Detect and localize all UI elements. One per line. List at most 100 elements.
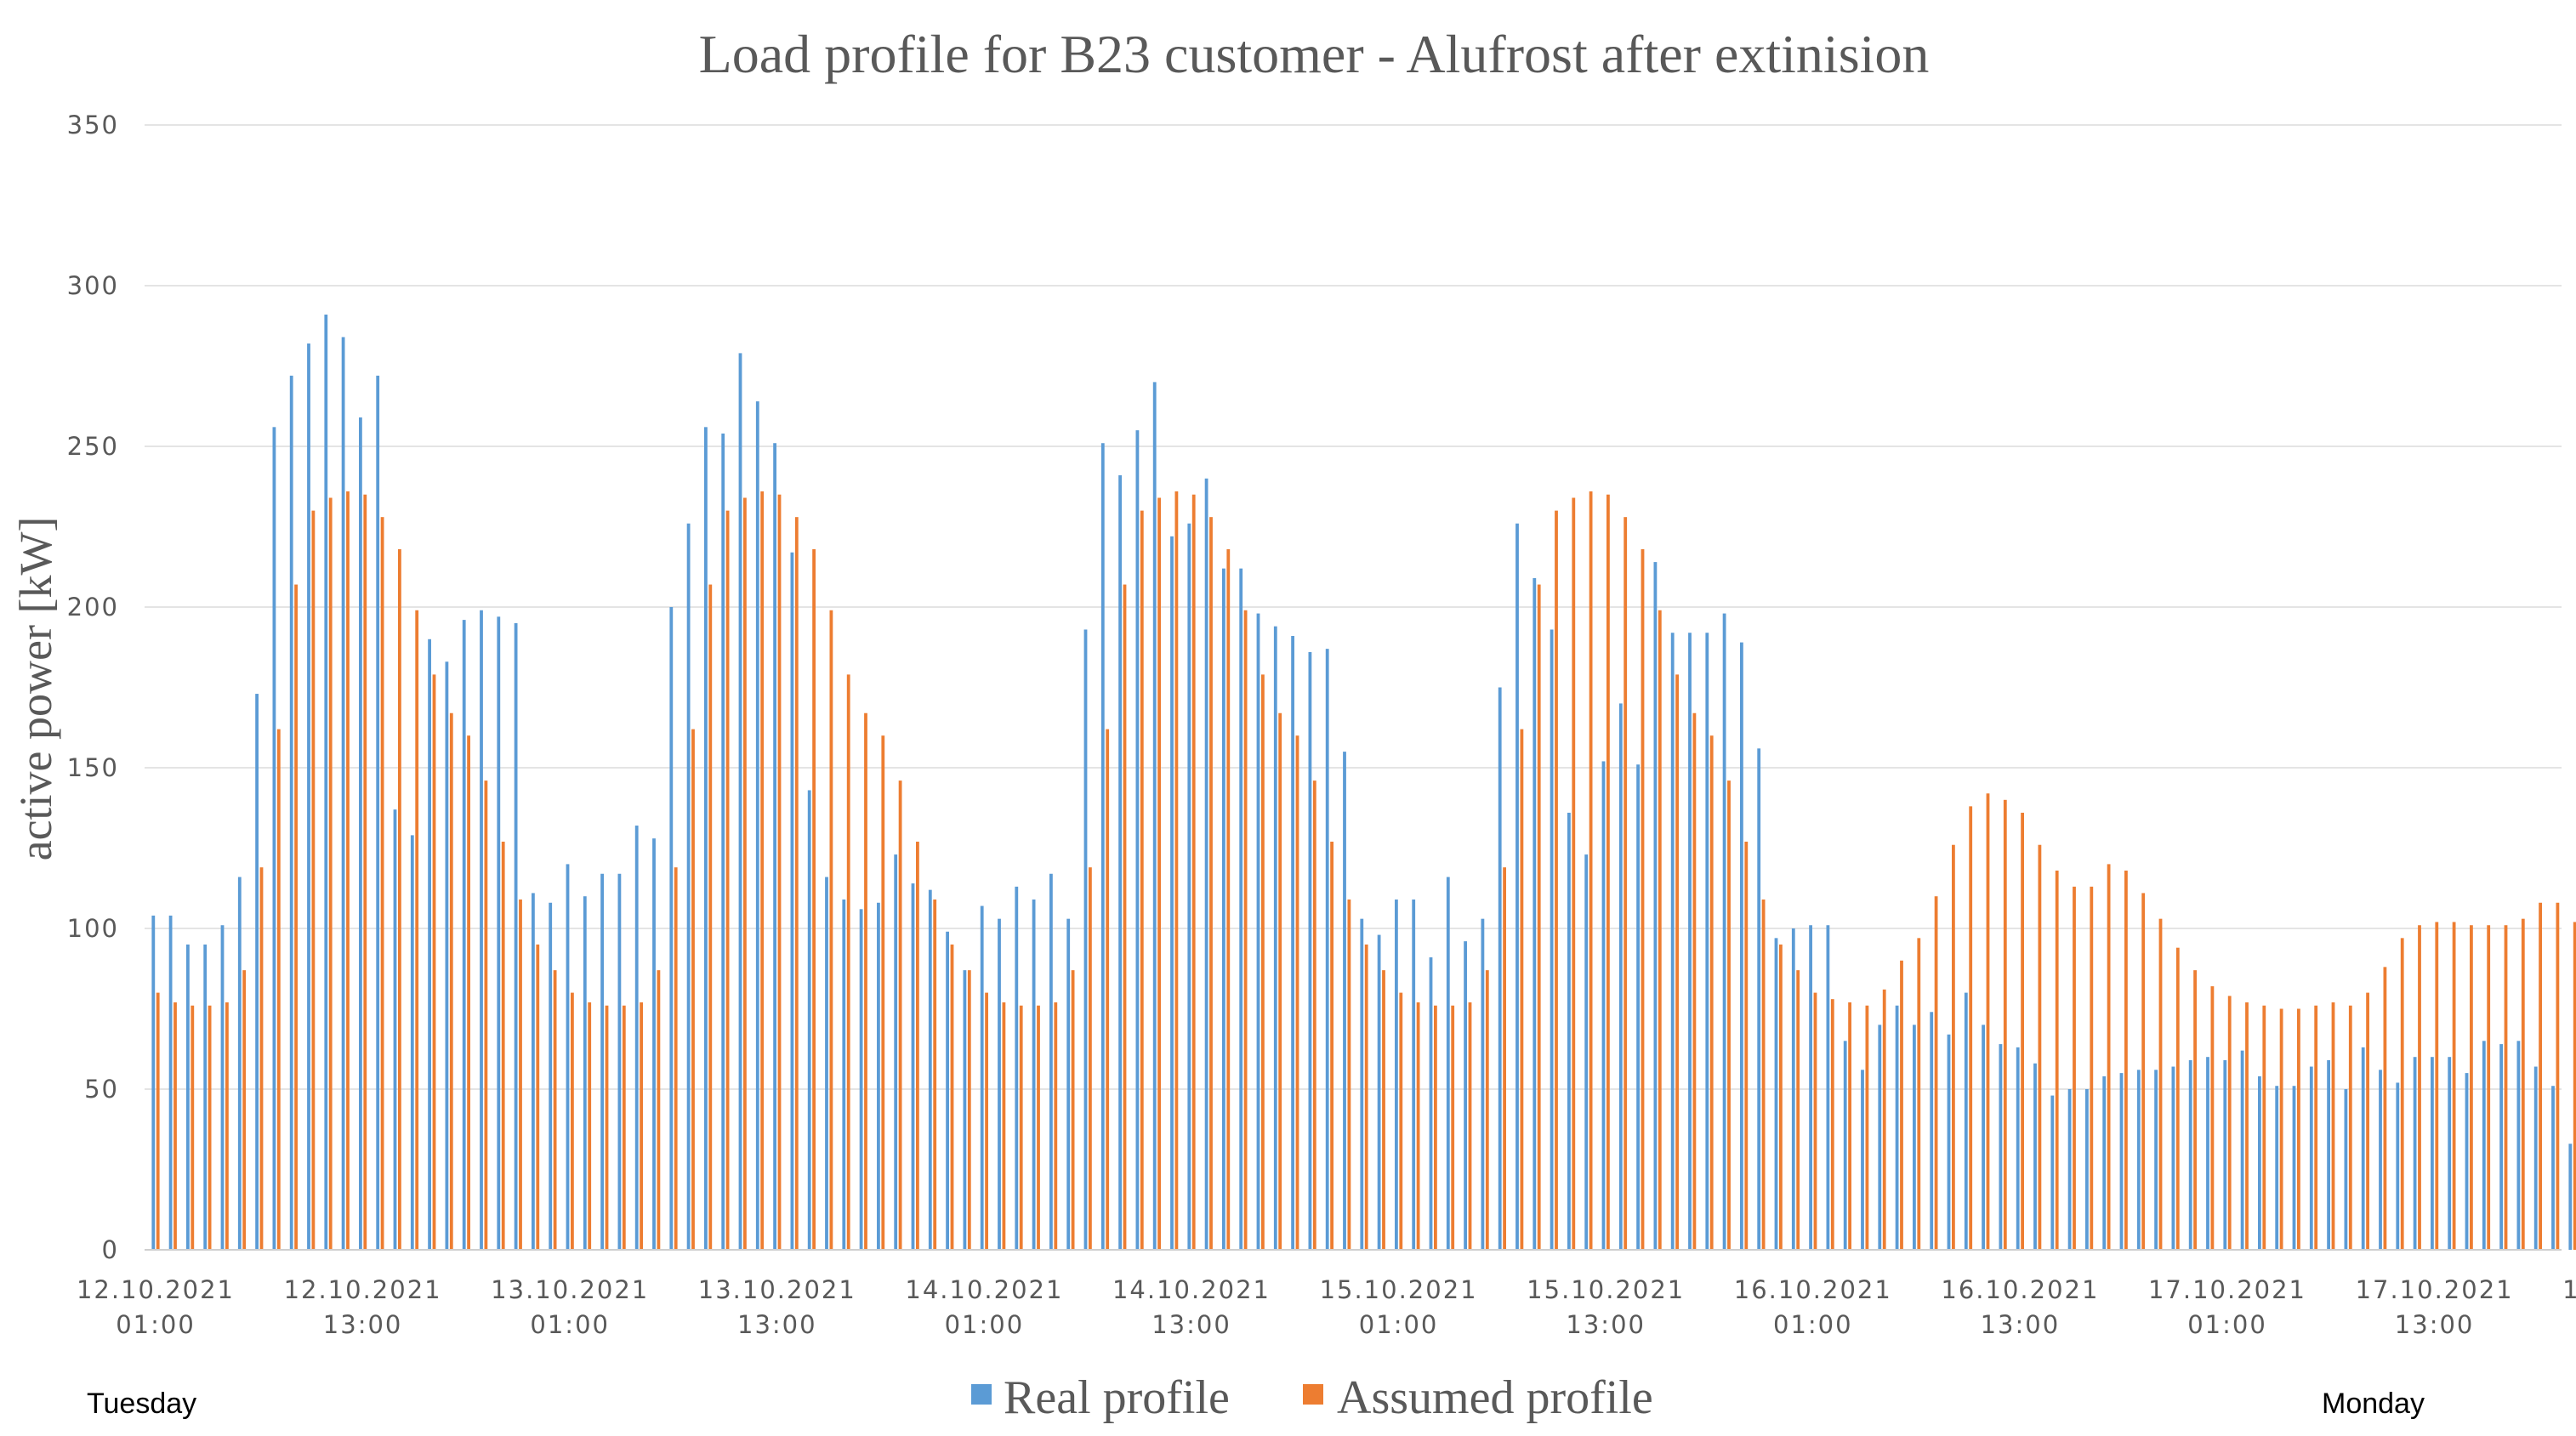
x-tick-date: 13.10.2021 [491,1275,649,1304]
assumed-profile-bar [225,1002,229,1250]
assumed-profile-bar [1174,491,1179,1250]
assumed-profile-bar [2331,1002,2335,1250]
real-profile-bar [894,854,898,1250]
assumed-profile-bar [2141,893,2146,1250]
real-profile-bar [2258,1076,2261,1250]
x-tick-labels: 12.10.2021 01:00 12.10.2021 13:00 13.10.2021… [77,1275,2576,1339]
assumed-profile-bar [2400,938,2404,1250]
real-profile-bar [1843,1041,1847,1250]
real-profile-bar [2275,1086,2279,1250]
real-profile-bar [2465,1073,2469,1250]
assumed-profile-bar [846,674,850,1250]
assumed-profile-bar [950,944,954,1250]
assumed-profile-bar [898,780,902,1250]
x-tick-time: 01:00 [1359,1310,1439,1339]
assumed-profile-bar [2573,922,2576,1250]
real-profile-bar [1187,523,1191,1250]
x-tick-date: 17.10.2021 [2356,1275,2514,1304]
real-profile-bar [2379,1070,2382,1250]
real-profile-bar [721,433,725,1250]
real-profile-bar [289,375,293,1251]
assumed-profile-bar [1416,1002,1420,1250]
assumed-profile-bar [1692,712,1697,1250]
y-tick-label: 300 [67,271,119,300]
real-profile-bar [324,315,328,1250]
real-profile-bar [1498,687,1502,1250]
legend-label-assumed: Assumed profile [1337,1371,1653,1424]
real-profile-bar [2292,1086,2296,1250]
assumed-profile-bar [985,992,988,1250]
real-profile-bar [928,889,932,1250]
real-profile-bar [1395,899,1398,1250]
real-profile-bar [2033,1063,2037,1250]
assumed-profile-bar [605,1005,609,1250]
real-profile-bar [704,427,708,1250]
real-profile-bar [2327,1059,2330,1250]
real-profile-bar [203,944,208,1250]
assumed-profile-bar [2262,1005,2266,1250]
real-profile-bars [151,315,2573,1251]
y-tick-label: 150 [67,753,119,782]
real-profile-bar [2551,1086,2555,1250]
real-profile-bar [2206,1057,2209,1250]
real-profile-bar [2188,1059,2192,1250]
assumed-profile-bar [1658,610,1662,1250]
real-profile-bar [497,616,501,1250]
real-profile-bar [980,905,984,1250]
real-profile-bar [1601,761,1606,1250]
real-profile-bar [1239,568,1243,1250]
real-profile-bar [946,931,949,1250]
real-profile-bar [2067,1089,2072,1250]
assumed-profile-bar [1312,780,1316,1250]
assumed-profile-bar [2038,844,2042,1250]
assumed-profile-bar [777,494,782,1250]
real-profile-bar [272,427,276,1250]
real-profile-bar [1999,1044,2003,1250]
assumed-profile-bar [725,510,730,1250]
assumed-profile-bar [242,970,247,1250]
assumed-profile-bar [1555,510,1558,1250]
real-profile-bar [825,877,828,1250]
x-tick-time: 01:00 [945,1310,1025,1339]
assumed-profile-bar [2279,1008,2283,1250]
real-profile-bar [1049,873,1053,1250]
real-profile-bar [1930,1012,1934,1250]
assumed-profile-bar [2348,1005,2352,1250]
real-profile-bar [583,896,587,1250]
assumed-profile-bar [1761,899,1766,1250]
assumed-profile-bar [380,517,384,1250]
x-tick-date: 16.10.2021 [1734,1275,1892,1304]
real-profile-bar [617,873,622,1250]
assumed-profile-bar [622,1005,626,1250]
end-day-label: Monday [2322,1388,2425,1420]
real-profile-bar [2431,1057,2434,1250]
y-tick-label: 0 [102,1235,119,1264]
assumed-profile-bar [916,841,919,1250]
real-profile-bar [1636,764,1640,1250]
real-profile-bar [2102,1076,2107,1250]
assumed-profile-bar [1813,992,1817,1250]
assumed-profile-bar [1969,806,1973,1250]
assumed-profile-bar [2521,918,2525,1250]
assumed-profile-bar [484,780,488,1250]
real-profile-bar [566,864,570,1250]
assumed-profile-bar [2487,925,2491,1250]
x-tick-time: 13:00 [323,1310,403,1339]
assumed-profile-bar [571,992,574,1250]
real-profile-bar [1705,633,1709,1250]
assumed-profile-bar [2124,870,2128,1250]
assumed-profile-bar [1606,494,1610,1250]
assumed-profile-bar [2470,925,2473,1250]
real-profile-bar [1118,475,1122,1250]
assumed-profile-bar [691,729,695,1250]
x-tick-time: 13:00 [1152,1310,1231,1339]
real-profile-bar [1256,613,1260,1250]
assumed-profile-bar [553,970,557,1250]
assumed-profile-bar [1191,494,1196,1250]
real-profile-bar [998,918,1001,1250]
real-profile-bar [1515,523,1519,1250]
assumed-profile-bar [2107,864,2111,1250]
assumed-profile-bar [2090,886,2094,1250]
assumed-profile-bar [156,992,160,1250]
